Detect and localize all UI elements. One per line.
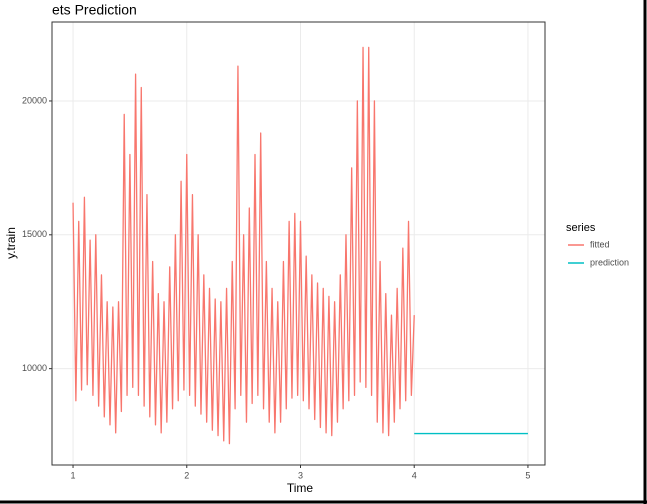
plot-border [51, 21, 546, 466]
x-tick-label: 1 [71, 470, 76, 480]
y-tick-label: 20000 [22, 95, 47, 105]
y-tick-label: 15000 [22, 229, 47, 239]
x-axis-title: Time [287, 481, 314, 495]
legend-label: prediction [590, 257, 629, 267]
y-tick-label: 10000 [22, 363, 47, 373]
x-tick-label: 3 [298, 470, 303, 480]
legend-label: fitted [590, 239, 610, 249]
legend-title: series [566, 222, 596, 234]
x-tick-label: 2 [184, 470, 189, 480]
y-axis-title: y.train [4, 227, 18, 259]
series-line [72, 46, 415, 445]
chart-title: ets Prediction [52, 2, 137, 18]
x-tick-label: 4 [412, 470, 417, 480]
x-tick-label: 5 [525, 470, 530, 480]
